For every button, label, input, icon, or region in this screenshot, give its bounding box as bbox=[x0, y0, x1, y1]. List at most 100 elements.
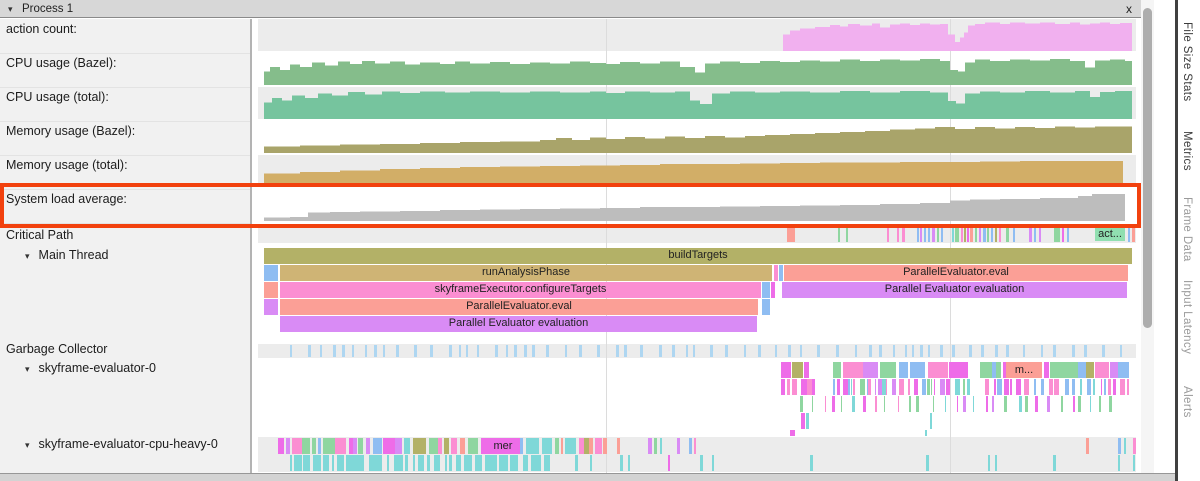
trace-slice[interactable] bbox=[886, 379, 887, 395]
labeled-slice[interactable]: m... bbox=[1006, 362, 1042, 378]
trace-slice[interactable] bbox=[1078, 362, 1086, 378]
labeled-slice[interactable]: mer bbox=[486, 438, 520, 454]
trace-slice[interactable] bbox=[544, 455, 550, 471]
trace-slice[interactable] bbox=[969, 345, 972, 357]
counter-chart-memory-usage-bazel-[interactable] bbox=[252, 121, 1141, 153]
main-thread-slice[interactable]: ParallelEvaluator.eval bbox=[280, 299, 758, 315]
trace-slice[interactable] bbox=[812, 396, 813, 412]
trace-slice[interactable] bbox=[1004, 379, 1009, 395]
critical-path-slice[interactable] bbox=[983, 227, 986, 242]
trace-slice[interactable] bbox=[396, 345, 399, 357]
trace-slice[interactable] bbox=[523, 455, 528, 471]
trace-slice[interactable] bbox=[945, 396, 946, 412]
main-thread-slice[interactable] bbox=[264, 282, 278, 298]
critical-path-slice[interactable] bbox=[987, 227, 989, 242]
trace-slice[interactable] bbox=[349, 455, 355, 471]
trace-slice[interactable] bbox=[833, 379, 835, 395]
critical-path-slice[interactable] bbox=[1062, 227, 1064, 242]
trace-slice[interactable] bbox=[686, 345, 688, 357]
trace-slice[interactable] bbox=[668, 455, 670, 471]
trace-slice[interactable] bbox=[841, 396, 842, 412]
trace-slice[interactable] bbox=[912, 345, 914, 357]
sidebar-tab-frame-data[interactable]: Frame Data bbox=[1181, 197, 1193, 262]
trace-slice[interactable] bbox=[988, 455, 990, 471]
trace-slice[interactable] bbox=[927, 379, 930, 395]
trace-slice[interactable] bbox=[464, 455, 472, 471]
trace-slice[interactable] bbox=[550, 438, 552, 454]
trace-slice[interactable] bbox=[1053, 345, 1056, 357]
trace-slice[interactable] bbox=[303, 455, 310, 471]
trace-slice[interactable] bbox=[908, 379, 910, 395]
trace-slice[interactable] bbox=[1025, 396, 1028, 412]
main-thread-slice[interactable] bbox=[774, 265, 778, 281]
trace-slice[interactable] bbox=[909, 396, 911, 412]
sidebar-divider[interactable] bbox=[1175, 0, 1178, 481]
trace-slice[interactable] bbox=[980, 362, 992, 378]
trace-slice[interactable] bbox=[800, 345, 802, 357]
trace-slice[interactable] bbox=[905, 345, 907, 357]
trace-slice[interactable] bbox=[792, 362, 803, 378]
trace-slice[interactable] bbox=[843, 379, 848, 395]
trace-slice[interactable] bbox=[1102, 345, 1105, 357]
trace-slice[interactable] bbox=[332, 455, 334, 471]
trace-slice[interactable] bbox=[1118, 362, 1129, 378]
track-label[interactable]: Critical Path bbox=[6, 228, 73, 242]
trace-slice[interactable] bbox=[868, 379, 871, 395]
trace-slice[interactable] bbox=[694, 438, 696, 454]
critical-path-slice[interactable] bbox=[920, 227, 922, 242]
trace-slice[interactable] bbox=[1072, 379, 1075, 395]
horizontal-scrollbar[interactable] bbox=[0, 473, 1175, 481]
trace-slice[interactable] bbox=[1010, 379, 1012, 395]
trace-slice[interactable] bbox=[1049, 379, 1053, 395]
trace-slice[interactable] bbox=[997, 379, 1002, 395]
trace-slice[interactable] bbox=[333, 345, 336, 357]
trace-slice[interactable] bbox=[648, 438, 652, 454]
trace-slice[interactable] bbox=[1023, 345, 1025, 357]
trace-slice[interactable] bbox=[404, 438, 410, 454]
trace-slice[interactable] bbox=[565, 438, 576, 454]
main-thread-slice[interactable] bbox=[771, 282, 775, 298]
trace-slice[interactable] bbox=[1019, 396, 1022, 412]
trace-slice[interactable] bbox=[992, 396, 994, 412]
critical-path-slice[interactable] bbox=[964, 227, 966, 242]
critical-path-slice[interactable] bbox=[955, 227, 959, 242]
trace-slice[interactable] bbox=[524, 345, 527, 357]
trace-slice[interactable] bbox=[833, 362, 841, 378]
trace-slice[interactable] bbox=[405, 455, 408, 471]
trace-slice[interactable] bbox=[995, 345, 998, 357]
trace-slice[interactable] bbox=[308, 345, 311, 357]
trace-slice[interactable] bbox=[532, 345, 535, 357]
trace-slice[interactable] bbox=[1072, 345, 1075, 357]
main-thread-slice[interactable] bbox=[264, 265, 278, 281]
trace-slice[interactable] bbox=[499, 455, 508, 471]
critical-path-slice[interactable] bbox=[961, 227, 963, 242]
trace-slice[interactable] bbox=[374, 345, 377, 357]
trace-slice[interactable] bbox=[337, 455, 344, 471]
trace-slice[interactable] bbox=[506, 345, 508, 357]
trace-slice[interactable] bbox=[383, 345, 385, 357]
trace-slice[interactable] bbox=[466, 345, 468, 357]
sidebar-tab-metrics[interactable]: Metrics bbox=[1181, 131, 1193, 171]
trace-slice[interactable] bbox=[1108, 379, 1111, 395]
trace-slice[interactable] bbox=[1109, 396, 1112, 412]
trace-slice[interactable] bbox=[963, 396, 966, 412]
trace-slice[interactable] bbox=[790, 430, 795, 436]
trace-slice[interactable] bbox=[869, 345, 872, 357]
trace-slice[interactable] bbox=[286, 438, 290, 454]
counter-chart-cpu-usage-bazel-[interactable] bbox=[252, 53, 1141, 85]
trace-slice[interactable] bbox=[1041, 379, 1044, 395]
trace-slice[interactable] bbox=[1133, 438, 1136, 454]
trace-slice[interactable] bbox=[812, 379, 815, 395]
trace-slice[interactable] bbox=[1120, 379, 1125, 395]
trace-slice[interactable] bbox=[429, 438, 438, 454]
trace-slice[interactable] bbox=[395, 438, 402, 454]
trace-slice[interactable] bbox=[418, 455, 424, 471]
trace-slice[interactable] bbox=[804, 362, 809, 378]
trace-slice[interactable] bbox=[867, 379, 868, 395]
close-icon[interactable]: x bbox=[1126, 2, 1132, 16]
track-label[interactable]: ▾ skyframe-evaluator-0 bbox=[25, 361, 156, 375]
counter-chart-action-count[interactable] bbox=[252, 19, 1141, 51]
trace-slice[interactable] bbox=[963, 379, 965, 395]
trace-slice[interactable] bbox=[640, 345, 643, 357]
trace-slice[interactable] bbox=[853, 379, 855, 395]
